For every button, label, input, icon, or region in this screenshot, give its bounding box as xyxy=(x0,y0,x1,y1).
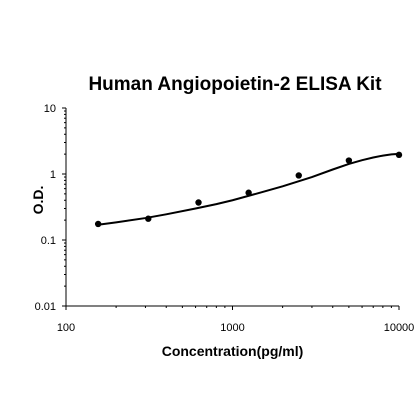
chart-title: Human Angiopoietin-2 ELISA Kit xyxy=(88,74,382,95)
y-tick-label: 0.01 xyxy=(35,301,56,313)
x-tick-label: 1000 xyxy=(220,322,244,334)
data-point xyxy=(295,172,302,179)
data-point xyxy=(145,215,152,222)
y-tick-label: 0.1 xyxy=(41,235,56,247)
ticks: 0.01 0.1 1 10 100 1000 10000 xyxy=(35,103,415,334)
x-axis-label: Concentration(pg/ml) xyxy=(161,343,304,359)
y-tick-label: 10 xyxy=(44,103,56,115)
points-layer xyxy=(94,151,403,228)
y-tick-label: 1 xyxy=(50,169,56,181)
fit-curve-line xyxy=(98,152,400,226)
x-tick-label: 100 xyxy=(57,322,75,334)
data-point xyxy=(345,157,353,164)
x-tick-label: 10000 xyxy=(384,322,415,334)
curve-layer xyxy=(98,152,400,226)
data-point xyxy=(94,220,102,228)
data-point xyxy=(395,151,403,159)
axes xyxy=(65,108,399,307)
data-point xyxy=(195,199,202,206)
data-point xyxy=(245,189,252,196)
